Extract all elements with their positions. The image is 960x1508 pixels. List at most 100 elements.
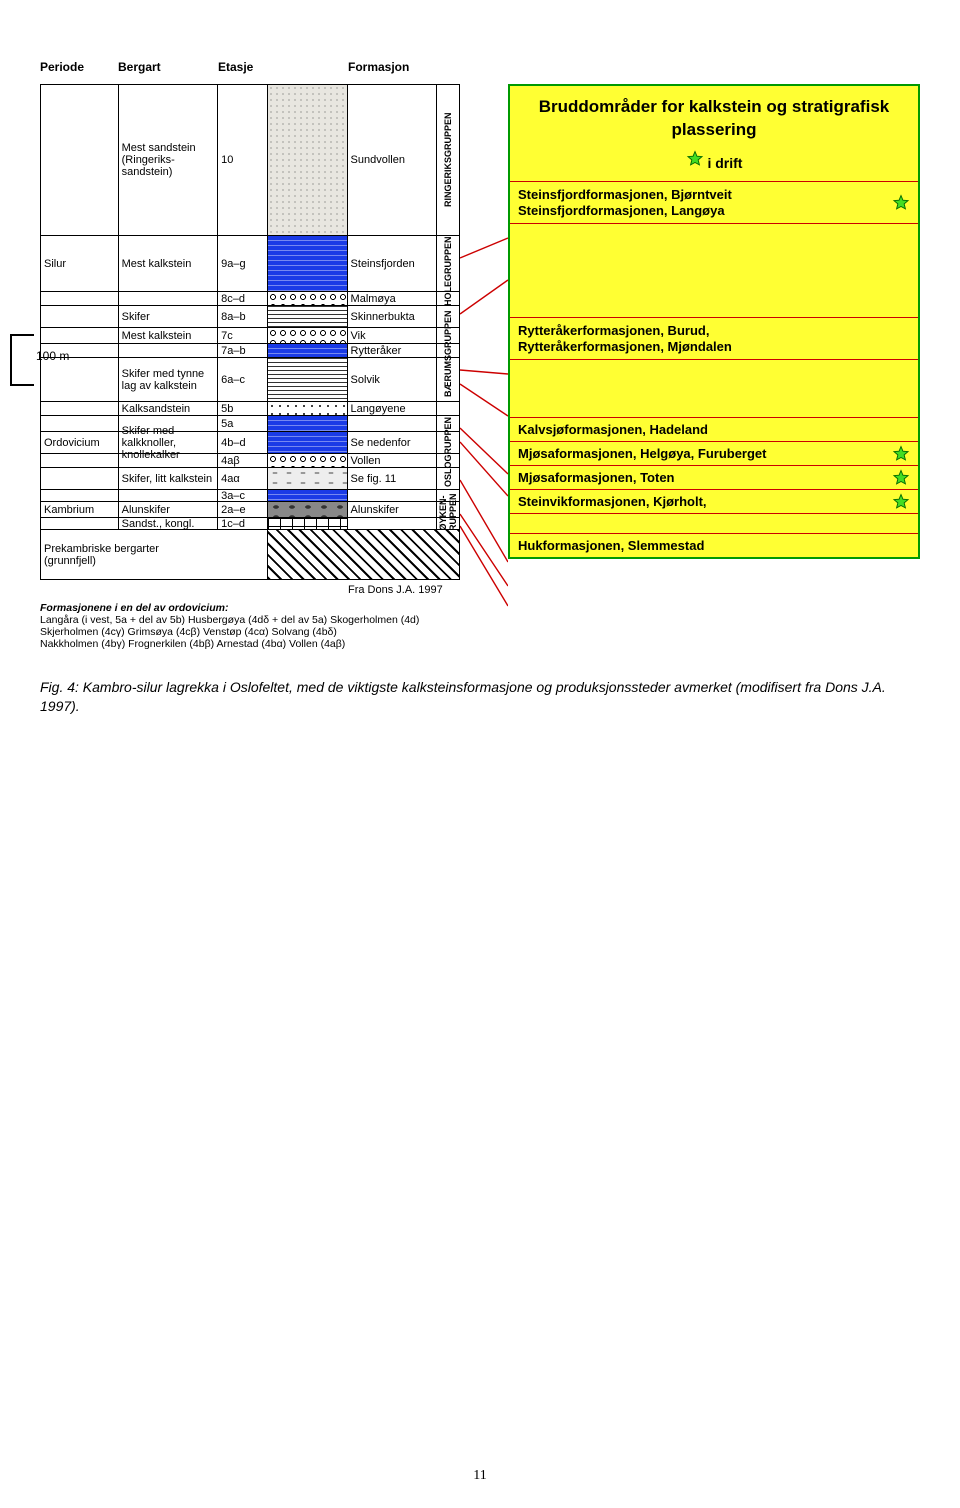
active-star-icon [892,493,910,511]
connector-lines [460,108,508,708]
active-star-icon [892,445,910,463]
strat-row: OrdoviciumSkifer med kalkknoller, knolle… [41,431,459,453]
strat-row: 7a–bRytteråker [41,343,459,357]
cell-bergart: Kalksandstein [119,402,219,415]
yb-entry-text: Hukformasjonen, Slemmestad [518,538,704,554]
cell-etasje: 3a–c [218,490,268,501]
cell-periode [41,306,119,327]
group-label: OSLOGRUPPEN [437,402,459,502]
yb-entry-text: Steinvikformasjonen, Kjørholt, [518,494,707,510]
cell-periode [41,518,119,529]
group-label: HOLEGRUPPEN [437,236,459,306]
cell-etasje: 5b [218,402,268,415]
active-star-icon [892,469,910,487]
cell-bergart: Mest sandstein (Ringeriks- sandstein) [119,85,219,235]
page-number: 11 [473,1468,486,1484]
cell-etasje: 4aβ [218,454,268,467]
cell-etasje: 4b–d [218,432,268,453]
cell-bergart [119,490,219,501]
yb-entry-text: Rytteråkerformasjonen, Burud, Rytteråker… [518,323,732,356]
cell-formasjon: Skinnerbukta [348,306,438,327]
cell-etasje: 1c–d [218,518,268,529]
group-label: RØYKEN- GRUPPEN [437,502,459,530]
cell-bergart: Mest kalkstein [119,328,219,343]
strat-row: Mest kalkstein7cVik [41,327,459,343]
cell-periode [41,454,119,467]
cell-periode [41,468,119,489]
cell-formasjon [348,416,438,431]
cell-etasje: 9a–g [218,236,268,291]
cell-litho [268,236,348,291]
strat-row: Mest sandstein (Ringeriks- sandstein)10S… [41,85,459,235]
cell-litho [268,468,348,489]
figure-caption: Fig. 4: Kambro-silur lagrekka i Oslofelt… [40,678,920,716]
cell-litho [268,292,348,305]
cell-periode [41,416,119,431]
cell-formasjon [348,518,438,529]
yb-entry: Rytteråkerformasjonen, Burud, Rytteråker… [510,317,918,359]
scale-bar [10,334,34,386]
cell-litho [268,454,348,467]
cell-litho [268,432,348,453]
cell-bergart: Mest kalkstein [119,236,219,291]
cell-formasjon: Solvik [348,358,438,401]
column-headers: Periode Bergart Etasje Formasjon [40,60,920,84]
strat-row: 4aβVollen [41,453,459,467]
yb-entry: Mjøsaformasjonen, Toten [510,465,918,489]
cell-etasje: 8a–b [218,306,268,327]
footnote-line1: Langåra (i vest, 5a + del av 5b) Husberg… [40,614,460,626]
yb-entry: Hukformasjonen, Slemmestad [510,533,918,557]
yb-entry: Steinsfjordformasjonen, Bjørntveit Stein… [510,181,918,223]
cell-bergart: Alunskifer [119,502,219,517]
hdr-bergart: Bergart [118,60,218,74]
cell-formasjon: Rytteråker [348,344,438,357]
yb-spacer [510,359,918,417]
basement-row: Prekambriske bergarter (grunnfjell) [41,529,459,579]
cell-periode [41,292,119,305]
cell-bergart: Sandst., kongl. [119,518,219,529]
cell-litho [268,416,348,431]
cell-periode: Silur [41,236,119,291]
cell-bergart: Skifer [119,306,219,327]
cell-litho [268,85,348,235]
cell-etasje: 6a–c [218,358,268,401]
cell-etasje: 2a–e [218,502,268,517]
cell-bergart [119,292,219,305]
cell-etasje: 5a [218,416,268,431]
strat-row: Skifer med tynne lag av kalkstein6a–cSol… [41,357,459,401]
cell-litho [268,490,348,501]
group-label: RINGERIKSGRUPPEN [437,85,459,235]
cell-formasjon: Malmøya [348,292,438,305]
yb-entry-text: Kalvsjøformasjonen, Hadeland [518,422,708,438]
basement-label: Prekambriske bergarter (grunnfjell) [41,530,268,579]
yb-legend-text: i drift [707,155,742,171]
yb-entry: Steinvikformasjonen, Kjørholt, [510,489,918,513]
cell-bergart: Skifer med kalkknoller, knollekalker [119,432,219,453]
cell-periode [41,85,119,235]
cell-formasjon: Sundvollen [348,85,438,235]
cell-formasjon: Vik [348,328,438,343]
attribution: Fra Dons J.A. 1997 [348,584,443,596]
hdr-formasjon: Formasjon [348,60,409,74]
cell-etasje: 4aα [218,468,268,489]
cell-periode: Ordovicium [41,432,119,453]
cell-periode [41,490,119,501]
strat-column: Mest sandstein (Ringeriks- sandstein)10S… [40,84,460,580]
strat-row: 8c–dMalmøya [41,291,459,305]
cell-group: BÆRUMSGRUPPEN [437,306,459,327]
basement-litho [268,530,459,579]
cell-bergart [119,454,219,467]
strat-row: 5a [41,415,459,431]
strat-row: Kalksandstein5bLangøyeneOSLOGRUPPEN [41,401,459,415]
cell-formasjon: Langøyene [348,402,438,415]
cell-litho [268,518,348,529]
cell-group: RØYKEN- GRUPPEN [437,502,459,517]
cell-litho [268,358,348,401]
yb-entry-text: Mjøsaformasjonen, Toten [518,470,675,486]
cell-formasjon [348,490,438,501]
cell-litho [268,344,348,357]
hdr-etasje: Etasje [218,60,268,74]
yb-entries: Steinsfjordformasjonen, Bjørntveit Stein… [510,181,918,557]
yb-spacer [510,513,918,533]
footnote-line3: Nakkholmen (4bγ) Frognerkilen (4bβ) Arne… [40,638,460,650]
